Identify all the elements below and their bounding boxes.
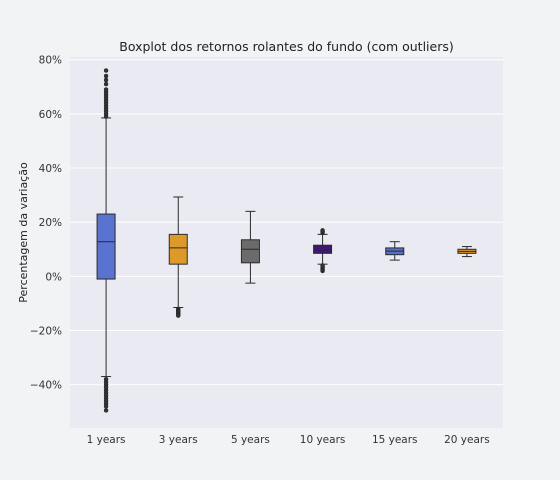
y-axis-label: Percentagem da variação [17,162,30,303]
y-tick-label: 20% [39,217,62,229]
x-tick-label: 15 years [372,434,418,446]
y-axis-ticks: −40% −20% 0% 20% 40% 60% 80% [30,55,62,392]
x-tick-label: 20 years [444,434,490,446]
outlier-point [103,77,109,83]
x-tick-label: 1 years [87,434,126,446]
x-tick-label: 5 years [231,434,270,446]
outlier-point [176,313,181,318]
box-group [385,241,405,261]
x-tick-label: 10 years [300,434,346,446]
y-tick-label: −40% [30,380,62,392]
grid-lines [70,59,503,386]
y-tick-label: 40% [39,163,62,175]
box-group [240,210,260,284]
outlier-point [103,68,109,73]
box [240,239,260,264]
box-group [168,196,188,318]
x-axis-ticks: 1 years 3 years 5 years 10 years 15 years 20 … [87,434,490,446]
chart-title: Boxplot dos retornos rolantes do fundo (… [119,39,454,54]
outlier-point [320,263,325,268]
y-tick-label: −20% [30,326,62,338]
outlier-point [103,87,109,92]
outlier-point [103,73,109,79]
outlier-point [320,228,325,233]
y-tick-label: 0% [45,271,62,283]
box [168,233,188,265]
boxes [96,68,477,413]
y-tick-label: 80% [39,55,62,67]
box [313,244,333,254]
plot-area [70,57,503,428]
box-group [457,246,477,258]
outlier-point [103,404,109,409]
box-group [96,68,116,413]
x-tick-label: 3 years [159,434,198,446]
box [96,213,116,280]
outlier-point [103,81,109,87]
box-group [313,228,333,274]
outlier-point [103,408,109,413]
y-tick-label: 60% [39,109,62,121]
